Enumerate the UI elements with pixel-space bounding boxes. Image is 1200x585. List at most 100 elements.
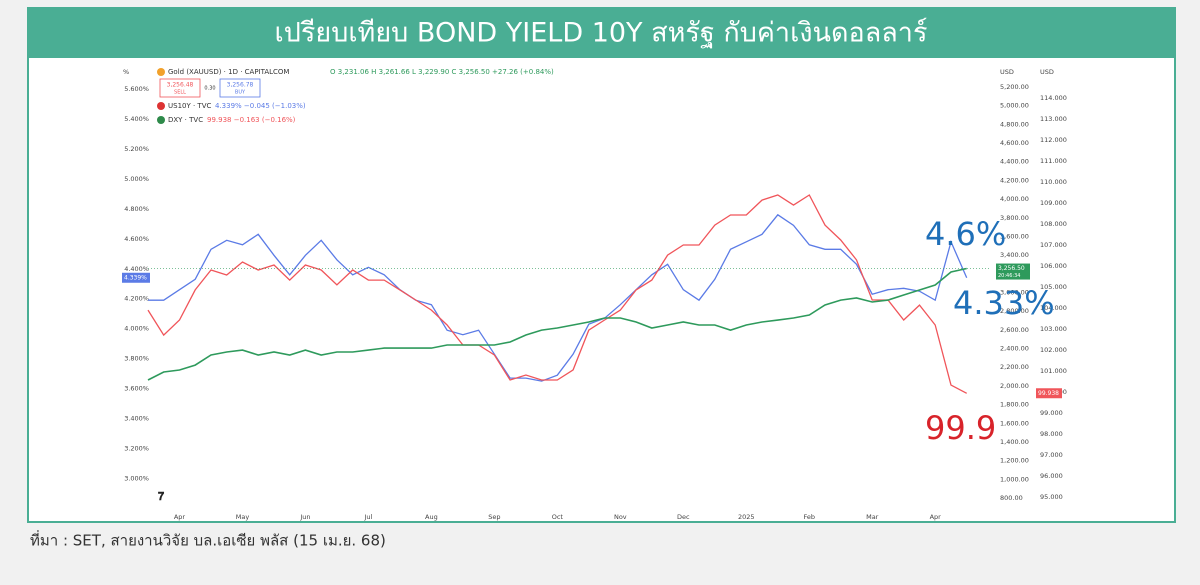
y-tick-label: 3,600.00	[1000, 232, 1029, 240]
y-tick-label: 1,600.00	[1000, 419, 1029, 427]
y-tick-label: 4.600%	[124, 235, 149, 243]
y-tick-label: 95.000	[1040, 493, 1063, 501]
x-tick-label: Apr	[174, 513, 186, 521]
y-tick-label: 5.200%	[124, 145, 149, 153]
x-tick-label: Jul	[363, 513, 372, 521]
y-tick-label: 3.800%	[124, 355, 149, 363]
series-line	[147, 267, 967, 381]
sell-box[interactable]	[159, 78, 201, 98]
y-tick-label: 106.000	[1040, 262, 1067, 270]
x-tick-label: Feb	[803, 513, 815, 521]
y-tick-label: 4.200%	[124, 295, 149, 303]
buy-box[interactable]	[219, 78, 261, 98]
dxy-icon	[157, 116, 165, 124]
y-tick-label: 108.000	[1040, 220, 1067, 228]
spread: 0.30	[204, 86, 215, 92]
x-tick-label: Sep	[488, 513, 500, 521]
y-tick-label: 4,400.00	[1000, 158, 1029, 166]
y-tick-label: 97.000	[1040, 451, 1063, 459]
y-tick-label: 4,600.00	[1000, 139, 1029, 147]
price-tag: 99.938	[1038, 390, 1059, 397]
y-tick-label: 5,200.00	[1000, 83, 1029, 91]
chart-title: เปรียบเทียบ BOND YIELD 10Y สหรัฐ กับค่าเ…	[275, 17, 928, 49]
x-tick-label: Dec	[677, 513, 690, 521]
y-tick-label: 5.000%	[124, 175, 149, 183]
x-tick-label: Apr	[930, 513, 942, 521]
series-line	[148, 213, 968, 382]
us-icon	[157, 102, 165, 110]
y-tick-label: 3,400.00	[1000, 251, 1029, 259]
buy-price: 3,256.78	[227, 82, 254, 89]
legend-name: DXY · TVC	[168, 116, 203, 124]
y-tick-label: 99.000	[1040, 409, 1063, 417]
axis-unit: USD	[1000, 68, 1014, 76]
y-tick-label: 98.000	[1040, 430, 1063, 438]
y-tick-label: 1,800.00	[1000, 401, 1029, 409]
source: ที่มา : SET, สายงานวิจัย บล.เอเซีย พลัส …	[30, 530, 386, 550]
y-tick-label: 4.400%	[124, 265, 149, 273]
y-tick-label: 1,400.00	[1000, 438, 1029, 446]
y-tick-label: 96.000	[1040, 472, 1063, 480]
y-tick-label: 5.400%	[124, 115, 149, 123]
y-tick-label: 101.000	[1040, 367, 1067, 375]
price-tag: 4.339%	[124, 274, 147, 281]
annotation: 99.9	[925, 409, 996, 447]
y-tick-label: 103.000	[1040, 325, 1067, 333]
legend-quote: 4.339% −0.045 (−1.03%)	[215, 102, 306, 110]
y-tick-label: 3,000.00	[1000, 289, 1029, 297]
y-tick-label: 2,000.00	[1000, 382, 1029, 390]
sell-price: 3,256.48	[167, 82, 194, 89]
y-tick-label: 2,400.00	[1000, 345, 1029, 353]
y-tick-label: 4,800.00	[1000, 120, 1029, 128]
x-tick-label: Aug	[425, 513, 438, 521]
legend-name: US10Y · TVC	[168, 102, 211, 110]
price-tag-box	[996, 263, 1030, 280]
annotation: 4.6%	[925, 215, 1006, 253]
legend-quote: O 3,231.06 H 3,261.66 L 3,229.90 C 3,256…	[330, 68, 554, 76]
y-tick-label: 5.600%	[124, 85, 149, 93]
y-tick-label: 107.000	[1040, 241, 1067, 249]
series-line	[147, 194, 968, 394]
y-tick-label: 800.00	[1000, 494, 1023, 502]
price-tag: 3,256.50	[998, 265, 1025, 272]
y-tick-label: 114.000	[1040, 94, 1067, 102]
y-tick-label: 4.800%	[124, 205, 149, 213]
y-tick-label: 3,800.00	[1000, 214, 1029, 222]
title-banner	[28, 8, 1175, 58]
y-tick-label: 1,000.00	[1000, 475, 1029, 483]
y-tick-label: 111.000	[1040, 157, 1067, 165]
x-tick-label: 2025	[738, 513, 755, 521]
x-tick-label: Oct	[552, 513, 564, 521]
axis-unit: USD	[1040, 68, 1054, 76]
y-tick-label: 113.000	[1040, 115, 1067, 123]
axis-unit: %	[123, 68, 129, 76]
annotation: 4.33%	[953, 284, 1055, 322]
y-tick-label: 4,000.00	[1000, 195, 1029, 203]
y-tick-label: 3.600%	[124, 385, 149, 393]
y-tick-label: 2,800.00	[1000, 307, 1029, 315]
y-tick-label: 1,200.00	[1000, 457, 1029, 465]
price-tag-box	[122, 272, 150, 283]
x-tick-label: Nov	[614, 513, 627, 521]
x-tick-label: Mar	[866, 513, 879, 521]
panel	[27, 7, 1176, 523]
y-tick-label: 3.400%	[124, 415, 149, 423]
x-tick-label: Jun	[299, 513, 310, 521]
y-tick-label: 4.000%	[124, 325, 149, 333]
y-tick-label: 5,000.00	[1000, 102, 1029, 110]
y-tick-label: 105.000	[1040, 283, 1067, 291]
gold-icon	[157, 68, 165, 76]
y-tick-label: 2,600.00	[1000, 326, 1029, 334]
y-tick-label: 102.000	[1040, 346, 1067, 354]
y-tick-label: 109.000	[1040, 199, 1067, 207]
sell-label: SELL	[174, 90, 186, 96]
price-tag-time: 20:46:34	[998, 273, 1020, 279]
x-tick-label: May	[236, 513, 250, 521]
legend-quote: 99.938 −0.163 (−0.16%)	[207, 116, 296, 124]
y-tick-label: 3.200%	[124, 445, 149, 453]
y-tick-label: 2,200.00	[1000, 363, 1029, 371]
y-tick-label: 3.000%	[124, 475, 149, 483]
y-tick-label: 110.000	[1040, 178, 1067, 186]
legend-name: Gold (XAUUSD) · 1D · CAPITALCOM	[168, 68, 289, 76]
